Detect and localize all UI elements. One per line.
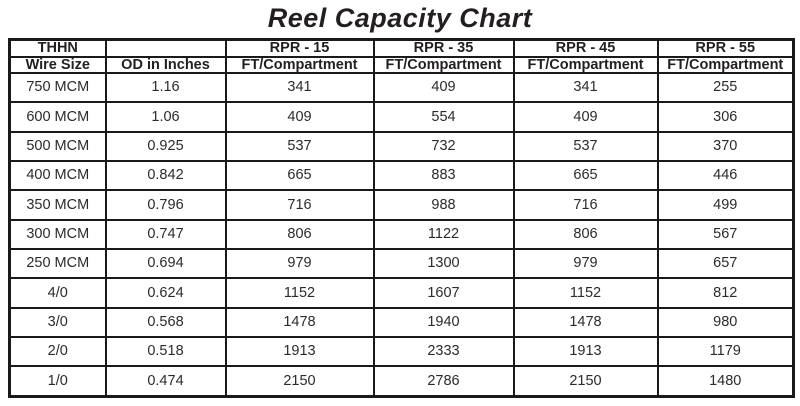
od-inches-cell: 0.474: [104, 365, 227, 398]
od-inches-cell: 0.925: [104, 130, 227, 162]
rpr15-ft-cell: 665: [224, 159, 375, 192]
header-ft-compartment-55: FT/Compartment: [656, 55, 795, 74]
wire-size-cell: 350 MCM: [8, 189, 107, 221]
rpr55-ft-cell: 370: [656, 130, 795, 162]
wire-size-cell: 3/0: [8, 306, 107, 338]
rpr35-ft-cell: 732: [372, 130, 515, 162]
wire-size-cell: 1/0: [8, 365, 107, 398]
rpr35-ft-cell: 409: [372, 71, 515, 104]
header-ft-compartment-15: FT/Compartment: [224, 55, 375, 74]
wire-size-cell: 500 MCM: [8, 130, 107, 162]
wire-size-cell: 600 MCM: [8, 101, 107, 133]
header-rpr-35: RPR - 35: [372, 38, 515, 58]
page-title: Reel Capacity Chart: [267, 3, 533, 33]
rpr15-ft-cell: 537: [224, 130, 375, 162]
rpr55-ft-cell: 446: [656, 159, 795, 192]
table-body: 750 MCM 1.16 341 409 341 255 600 MCM 1.06 409 554…: [8, 71, 795, 398]
rpr15-ft-cell: 1478: [224, 306, 375, 338]
rpr55-ft-cell: 1480: [656, 365, 795, 398]
table-row: 300 MCM 0.747 806 1122 806 567: [8, 218, 795, 250]
rpr55-ft-cell: 567: [656, 218, 795, 250]
rpr45-ft-cell: 716: [512, 189, 659, 221]
rpr45-ft-cell: 341: [512, 71, 659, 104]
rpr15-ft-cell: 979: [224, 247, 375, 280]
table-row: 400 MCM 0.842 665 883 665 446: [8, 159, 795, 192]
rpr35-ft-cell: 883: [372, 159, 515, 192]
rpr35-ft-cell: 1940: [372, 306, 515, 338]
table-header-row-series: THHN RPR - 15 RPR - 35 RPR - 45 RPR - 55: [8, 38, 795, 58]
rpr45-ft-cell: 979: [512, 247, 659, 280]
rpr55-ft-cell: 980: [656, 306, 795, 338]
header-thhn: THHN: [8, 38, 107, 58]
table-row: 3/0 0.568 1478 1940 1478 980: [8, 306, 795, 338]
wire-size-cell: 400 MCM: [8, 159, 107, 192]
table-row: 2/0 0.518 1913 2333 1913 1179: [8, 335, 795, 368]
wire-size-cell: 4/0: [8, 277, 107, 309]
od-inches-cell: 0.518: [104, 335, 227, 368]
od-inches-cell: 0.796: [104, 189, 227, 221]
table-header: THHN RPR - 15 RPR - 35 RPR - 45 RPR - 55…: [8, 38, 795, 74]
rpr55-ft-cell: 812: [656, 277, 795, 309]
header-blank: [104, 38, 227, 58]
table-row: 500 MCM 0.925 537 732 537 370: [8, 130, 795, 162]
od-inches-cell: 1.06: [104, 101, 227, 133]
table-header-row-units: Wire Size OD in Inches FT/Compartment FT…: [8, 55, 795, 74]
rpr45-ft-cell: 537: [512, 130, 659, 162]
rpr45-ft-cell: 806: [512, 218, 659, 250]
rpr35-ft-cell: 1607: [372, 277, 515, 309]
od-inches-cell: 0.842: [104, 159, 227, 192]
header-ft-compartment-45: FT/Compartment: [512, 55, 659, 74]
rpr55-ft-cell: 657: [656, 247, 795, 280]
od-inches-cell: 1.16: [104, 71, 227, 104]
header-od-inches: OD in Inches: [104, 55, 227, 74]
header-wire-size: Wire Size: [8, 55, 107, 74]
rpr15-ft-cell: 409: [224, 101, 375, 133]
rpr15-ft-cell: 806: [224, 218, 375, 250]
rpr45-ft-cell: 1913: [512, 335, 659, 368]
table-row: 1/0 0.474 2150 2786 2150 1480: [8, 365, 795, 398]
header-rpr-15: RPR - 15: [224, 38, 375, 58]
wire-size-cell: 300 MCM: [8, 218, 107, 250]
rpr35-ft-cell: 2333: [372, 335, 515, 368]
reel-capacity-table: THHN RPR - 15 RPR - 35 RPR - 45 RPR - 55…: [8, 38, 795, 398]
table-row: 250 MCM 0.694 979 1300 979 657: [8, 247, 795, 280]
table-row: 600 MCM 1.06 409 554 409 306: [8, 101, 795, 133]
rpr15-ft-cell: 1913: [224, 335, 375, 368]
rpr45-ft-cell: 2150: [512, 365, 659, 398]
od-inches-cell: 0.747: [104, 218, 227, 250]
od-inches-cell: 0.568: [104, 306, 227, 338]
rpr35-ft-cell: 988: [372, 189, 515, 221]
rpr55-ft-cell: 255: [656, 71, 795, 104]
rpr35-ft-cell: 1122: [372, 218, 515, 250]
rpr55-ft-cell: 1179: [656, 335, 795, 368]
table-row: 4/0 0.624 1152 1607 1152 812: [8, 277, 795, 309]
rpr15-ft-cell: 716: [224, 189, 375, 221]
header-rpr-55: RPR - 55: [656, 38, 795, 58]
rpr55-ft-cell: 499: [656, 189, 795, 221]
rpr35-ft-cell: 554: [372, 101, 515, 133]
rpr35-ft-cell: 1300: [372, 247, 515, 280]
header-ft-compartment-35: FT/Compartment: [372, 55, 515, 74]
rpr45-ft-cell: 1152: [512, 277, 659, 309]
wire-size-cell: 2/0: [8, 335, 107, 368]
od-inches-cell: 0.694: [104, 247, 227, 280]
rpr55-ft-cell: 306: [656, 101, 795, 133]
rpr15-ft-cell: 2150: [224, 365, 375, 398]
table-row: 350 MCM 0.796 716 988 716 499: [8, 189, 795, 221]
rpr15-ft-cell: 1152: [224, 277, 375, 309]
rpr15-ft-cell: 341: [224, 71, 375, 104]
rpr45-ft-cell: 409: [512, 101, 659, 133]
rpr45-ft-cell: 665: [512, 159, 659, 192]
table-row: 750 MCM 1.16 341 409 341 255: [8, 71, 795, 104]
od-inches-cell: 0.624: [104, 277, 227, 309]
wire-size-cell: 250 MCM: [8, 247, 107, 280]
wire-size-cell: 750 MCM: [8, 71, 107, 104]
rpr35-ft-cell: 2786: [372, 365, 515, 398]
rpr45-ft-cell: 1478: [512, 306, 659, 338]
header-rpr-45: RPR - 45: [512, 38, 659, 58]
